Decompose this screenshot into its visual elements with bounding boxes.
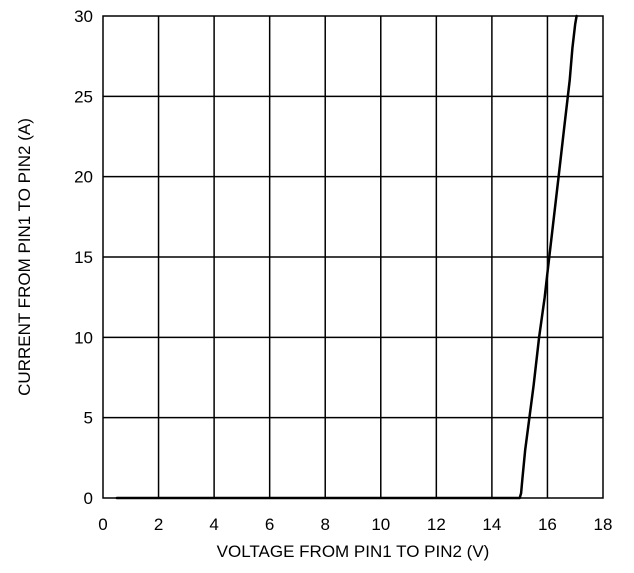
x-tick-label: 18 [594, 515, 613, 534]
grid [103, 16, 603, 498]
x-tick-label: 16 [538, 515, 557, 534]
x-tick-label: 6 [265, 515, 274, 534]
y-tick-label: 25 [74, 87, 93, 106]
y-axis-label: CURRENT FROM PIN1 TO PIN2 (A) [15, 118, 34, 396]
x-tick-label: 2 [154, 515, 163, 534]
x-tick-label: 0 [98, 515, 107, 534]
y-tick-label: 10 [74, 328, 93, 347]
y-axis-ticks: 0 5 10 15 20 25 30 [74, 7, 93, 508]
y-tick-label: 5 [84, 409, 93, 428]
y-tick-label: 20 [74, 168, 93, 187]
plot-area-frame [102, 15, 604, 499]
x-tick-label: 14 [482, 515, 501, 534]
x-tick-label: 4 [209, 515, 218, 534]
x-tick-label: 12 [427, 515, 446, 534]
y-tick-label: 15 [74, 248, 93, 267]
y-tick-label: 0 [84, 489, 93, 508]
x-axis-label: VOLTAGE FROM PIN1 TO PIN2 (V) [217, 542, 490, 561]
y-tick-label: 30 [74, 7, 93, 26]
x-axis-ticks: 0 2 4 6 8 10 12 14 16 18 [98, 515, 612, 534]
x-tick-label: 8 [320, 515, 329, 534]
x-tick-label: 10 [371, 515, 390, 534]
